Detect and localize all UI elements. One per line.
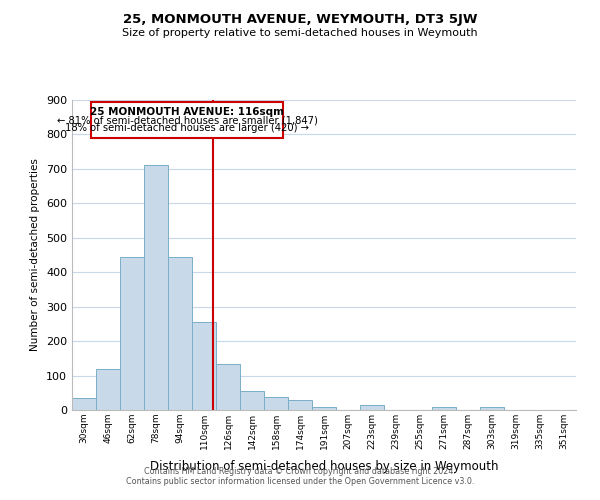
FancyBboxPatch shape — [91, 102, 283, 138]
Text: Size of property relative to semi-detached houses in Weymouth: Size of property relative to semi-detach… — [122, 28, 478, 38]
Bar — [72, 398, 96, 410]
Bar — [168, 256, 192, 410]
Text: Contains HM Land Registry data © Crown copyright and database right 2024.: Contains HM Land Registry data © Crown c… — [144, 467, 456, 476]
Text: ← 81% of semi-detached houses are smaller (1,847): ← 81% of semi-detached houses are smalle… — [57, 116, 317, 126]
Bar — [360, 405, 384, 410]
Bar — [288, 400, 312, 410]
Text: 25 MONMOUTH AVENUE: 116sqm: 25 MONMOUTH AVENUE: 116sqm — [90, 106, 284, 117]
Bar — [96, 368, 120, 410]
Text: 25, MONMOUTH AVENUE, WEYMOUTH, DT3 5JW: 25, MONMOUTH AVENUE, WEYMOUTH, DT3 5JW — [123, 12, 477, 26]
Text: 18% of semi-detached houses are larger (420) →: 18% of semi-detached houses are larger (… — [65, 123, 309, 133]
Bar — [432, 406, 456, 410]
Bar — [216, 364, 240, 410]
Bar — [144, 166, 168, 410]
Bar — [264, 397, 288, 410]
Bar — [240, 391, 264, 410]
Bar — [312, 406, 336, 410]
Bar — [192, 322, 216, 410]
Y-axis label: Number of semi-detached properties: Number of semi-detached properties — [31, 158, 40, 352]
X-axis label: Distribution of semi-detached houses by size in Weymouth: Distribution of semi-detached houses by … — [150, 460, 498, 473]
Bar — [480, 406, 504, 410]
Bar — [120, 256, 144, 410]
Text: Contains public sector information licensed under the Open Government Licence v3: Contains public sector information licen… — [126, 477, 474, 486]
